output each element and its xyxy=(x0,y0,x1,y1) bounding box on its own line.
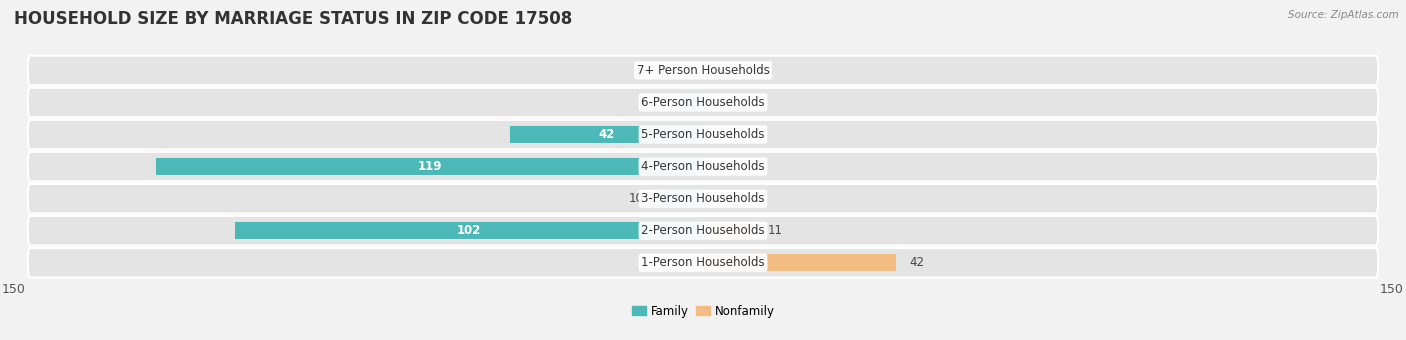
FancyBboxPatch shape xyxy=(28,56,1378,85)
Bar xyxy=(510,126,703,143)
Text: 5: 5 xyxy=(659,96,666,109)
Text: 10: 10 xyxy=(628,192,644,205)
Text: 4-Person Households: 4-Person Households xyxy=(641,160,765,173)
Bar xyxy=(703,222,754,239)
Text: 1-Person Households: 1-Person Households xyxy=(641,256,765,269)
Bar xyxy=(657,190,703,207)
FancyBboxPatch shape xyxy=(28,152,1378,181)
Text: 5-Person Households: 5-Person Households xyxy=(641,128,765,141)
Legend: Family, Nonfamily: Family, Nonfamily xyxy=(627,300,779,322)
FancyBboxPatch shape xyxy=(28,120,1378,149)
Text: Source: ZipAtlas.com: Source: ZipAtlas.com xyxy=(1288,10,1399,20)
Text: 7+ Person Households: 7+ Person Households xyxy=(637,64,769,77)
Text: 3-Person Households: 3-Person Households xyxy=(641,192,765,205)
Text: 6-Person Households: 6-Person Households xyxy=(641,96,765,109)
Text: 42: 42 xyxy=(910,256,925,269)
Text: 0: 0 xyxy=(717,64,724,77)
Text: 0: 0 xyxy=(717,128,724,141)
Text: 0: 0 xyxy=(682,256,689,269)
Text: 119: 119 xyxy=(418,160,441,173)
Text: 102: 102 xyxy=(457,224,481,237)
Text: 42: 42 xyxy=(599,128,614,141)
Text: 11: 11 xyxy=(768,224,782,237)
FancyBboxPatch shape xyxy=(28,248,1378,277)
Text: 0: 0 xyxy=(717,96,724,109)
Bar xyxy=(235,222,703,239)
FancyBboxPatch shape xyxy=(28,216,1378,245)
Text: 0: 0 xyxy=(682,64,689,77)
Text: 0: 0 xyxy=(717,160,724,173)
FancyBboxPatch shape xyxy=(28,184,1378,214)
Text: 2-Person Households: 2-Person Households xyxy=(641,224,765,237)
Bar xyxy=(703,254,896,271)
Text: 0: 0 xyxy=(717,192,724,205)
Bar xyxy=(681,94,703,111)
Text: HOUSEHOLD SIZE BY MARRIAGE STATUS IN ZIP CODE 17508: HOUSEHOLD SIZE BY MARRIAGE STATUS IN ZIP… xyxy=(14,10,572,28)
Bar xyxy=(156,158,703,175)
FancyBboxPatch shape xyxy=(28,88,1378,117)
